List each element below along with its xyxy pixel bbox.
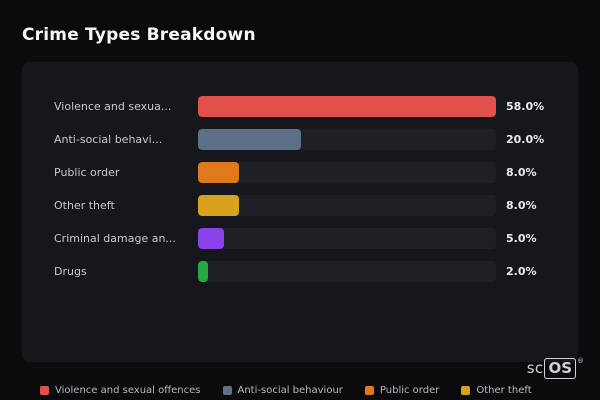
bar-value-label: 2.0% [506,265,537,278]
bar-track [198,228,496,249]
scos-logo: sc OS ® [527,358,584,379]
logo-prefix: sc [526,359,544,377]
bar [198,261,209,282]
bar-value-label: 8.0% [506,166,537,179]
bar [198,96,496,117]
bar-track [198,261,496,282]
bar-category-label: Violence and sexua... [54,100,172,113]
legend-swatch [40,386,49,395]
bar-track [198,129,496,150]
legend-item[interactable]: Public order [364,385,440,396]
bar-value-label: 8.0% [506,199,537,212]
legend-label: Public order [379,385,440,396]
bar-category-label: Public order [54,166,120,179]
legend-label: Anti-social behaviour [237,385,343,396]
legend-item[interactable]: Anti-social behaviour [222,385,343,396]
legend-swatch [461,386,471,395]
legend-label: Violence and sexual offences [55,385,201,396]
bar [198,129,301,150]
bar-value-label: 5.0% [506,232,537,245]
bar-row: Violence and sexua... 58.0% [54,90,558,123]
bar-track [198,195,496,216]
bar-category-label: Other theft [54,199,115,212]
legend-label: Other theft [476,385,532,396]
bar-row: Other theft 8.0% [54,189,558,222]
legend-swatch [222,386,232,395]
logo-registered-mark: ® [577,357,584,365]
bar-track [198,96,496,117]
bar [198,228,224,249]
bar-category-label: Criminal damage an... [54,232,176,245]
bar-row: Public order 8.0% [54,156,558,189]
bar-value-label: 58.0% [506,100,545,113]
page-title: Crime Types Breakdown [22,25,256,45]
bar-category-label: Drugs [54,265,87,278]
bar [198,195,240,216]
legend-item[interactable]: Violence and sexual offences [40,385,201,396]
bar-rows: Violence and sexua... 58.0% Anti-social be… [54,90,558,288]
bar-value-label: 20.0% [506,133,545,146]
legend-swatch [364,386,374,395]
bar-row: Criminal damage an... 5.0% [54,222,558,255]
legend-item[interactable]: Other theft [461,385,532,396]
bar-category-label: Anti-social behavi... [54,133,163,146]
bar-row: Anti-social behavi... 20.0% [54,123,558,156]
bar-track [198,162,496,183]
chart-card: Violence and sexua... 58.0% Anti-social be… [22,62,578,362]
bar-row: Drugs 2.0% [54,255,558,288]
legend: Violence and sexual offences Anti-social … [40,385,532,396]
bar [198,162,240,183]
logo-box: OS [544,358,576,379]
